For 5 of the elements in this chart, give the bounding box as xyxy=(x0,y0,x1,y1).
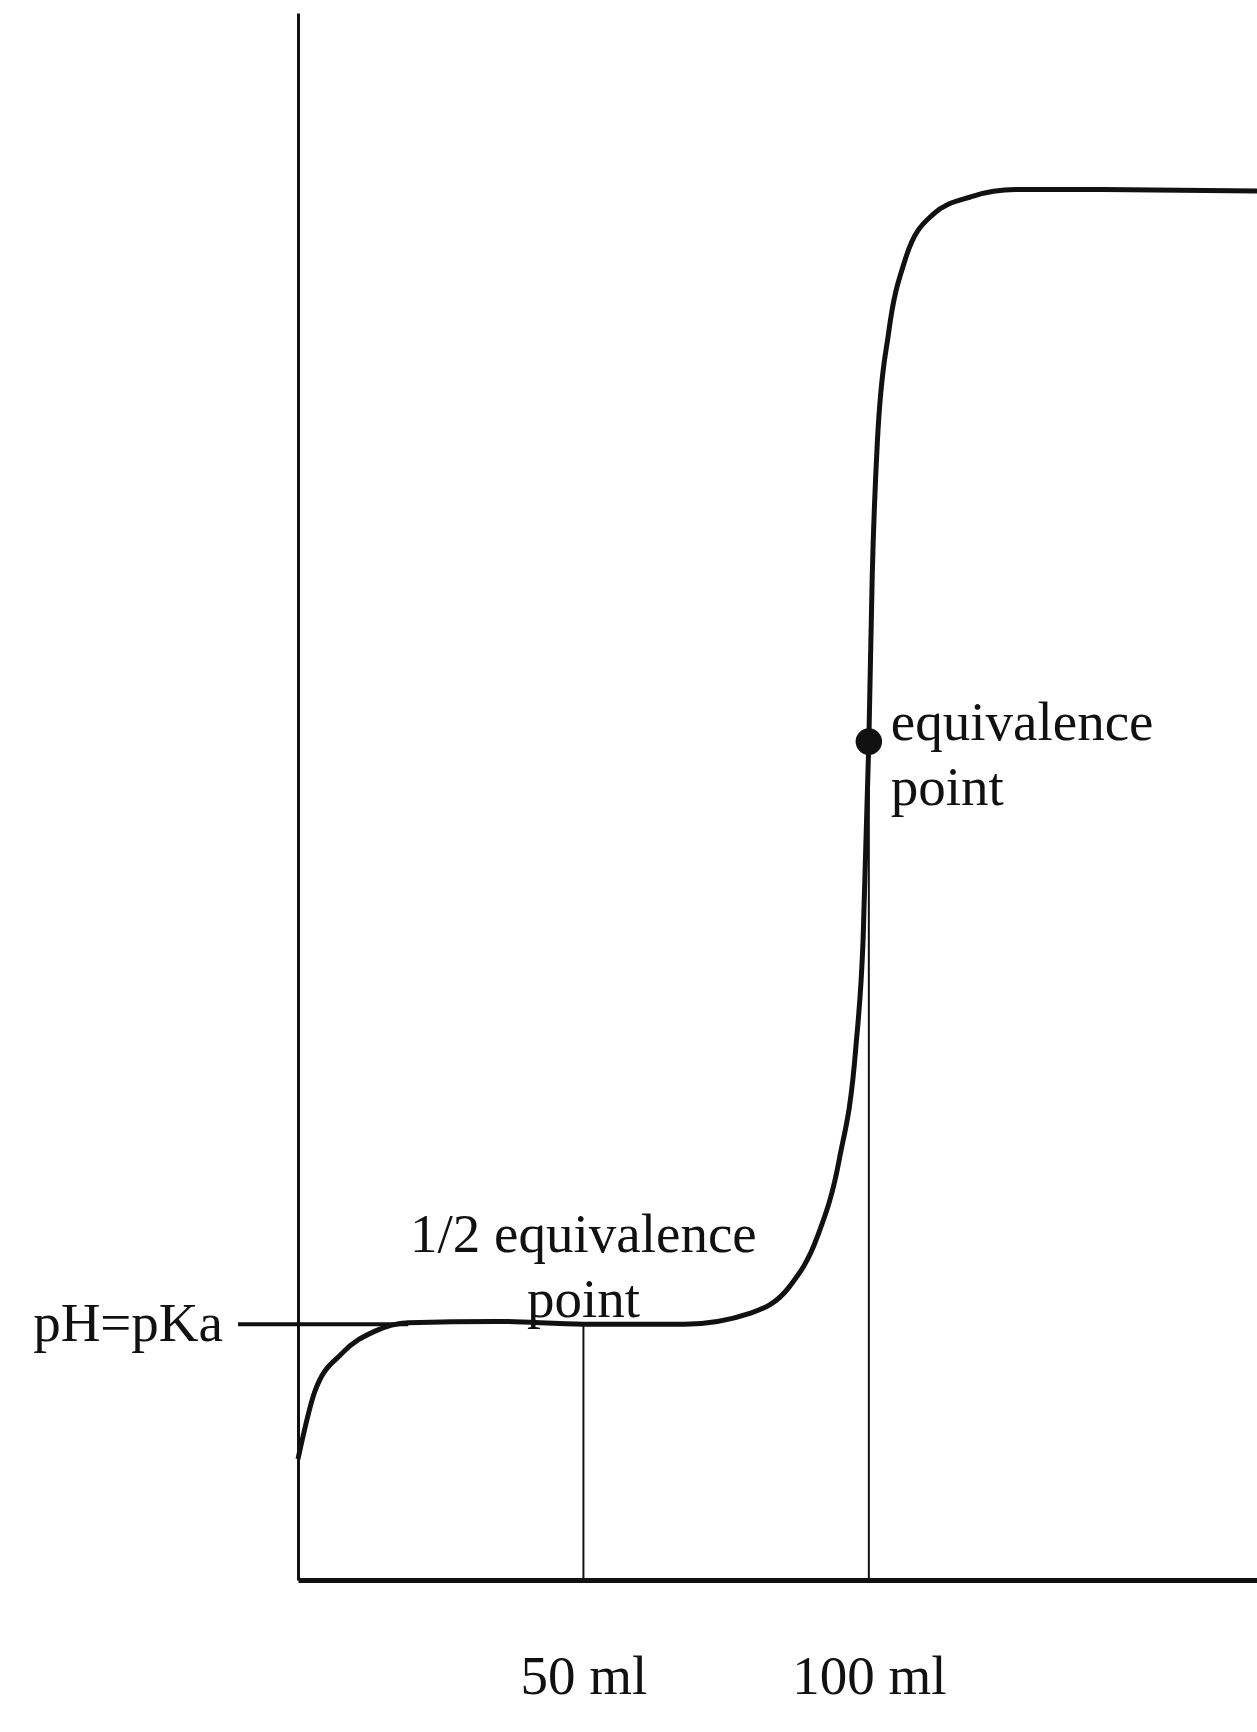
x-tick-label: 50 ml xyxy=(520,1644,648,1706)
ref-line-label: pH=pKa xyxy=(33,1292,223,1354)
x-tick-label: 100 ml xyxy=(792,1644,947,1706)
annotation: 1/2 equivalence point xyxy=(410,1203,757,1330)
annotation: equivalence point xyxy=(890,690,1154,817)
